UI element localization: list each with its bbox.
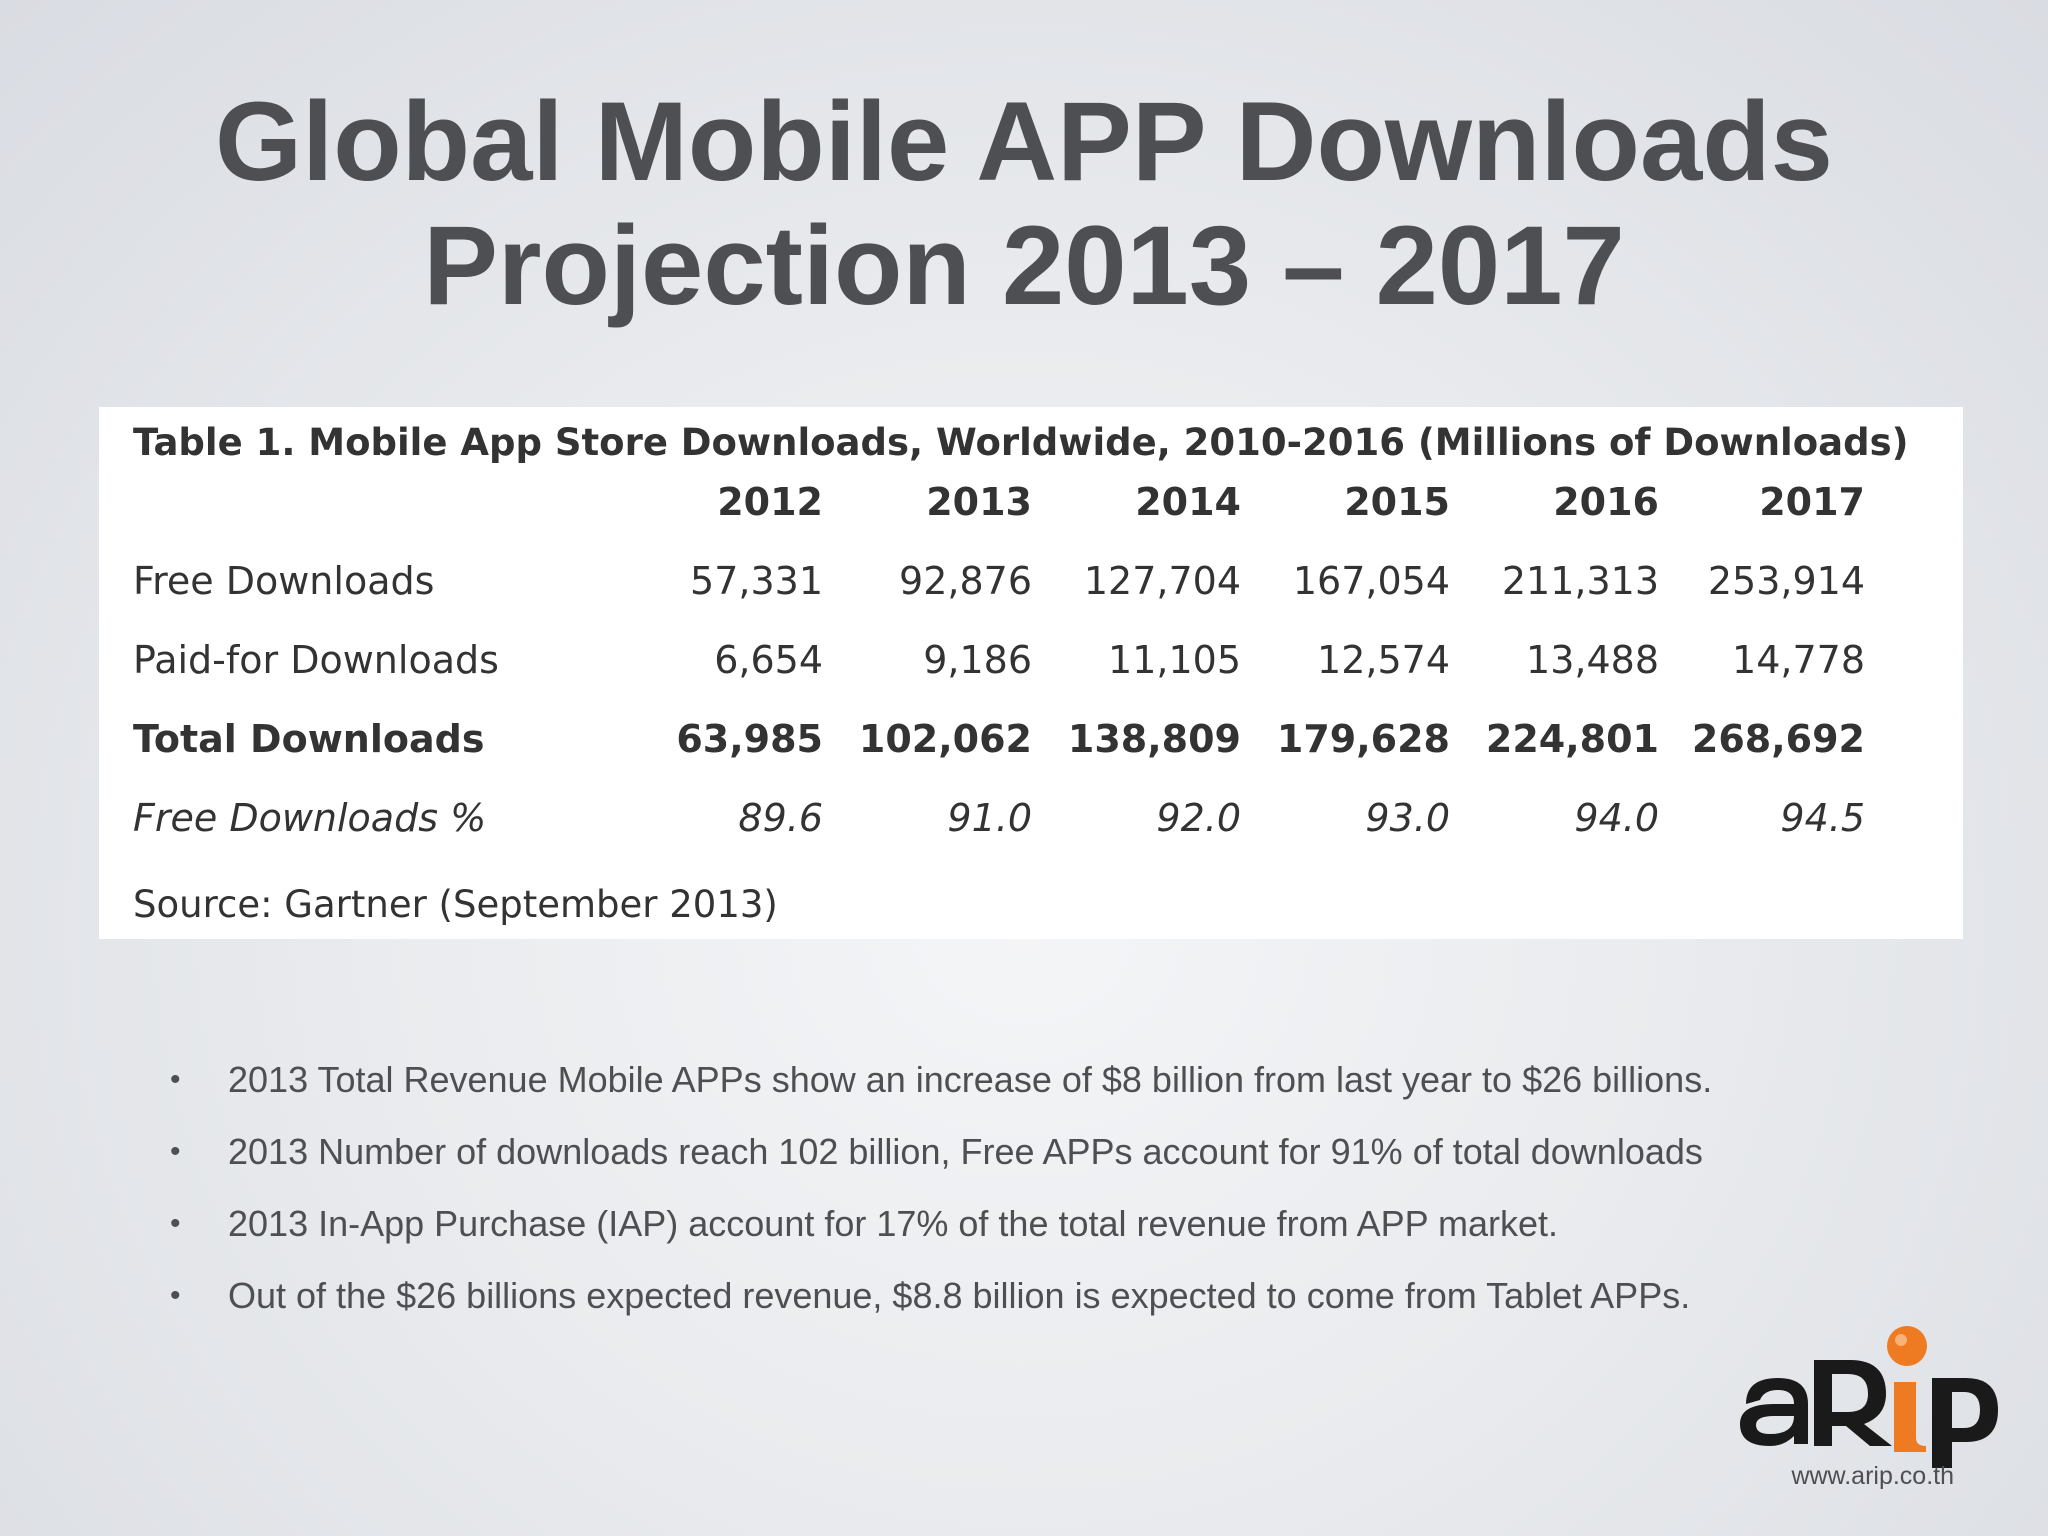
table-cell: 57,331 [690, 559, 823, 603]
slide-title-line-2: Projection 2013 – 2017 [423, 203, 1625, 328]
bullet-item: • Out of the $26 billions expected reven… [170, 1268, 1970, 1340]
table-cell: 9,186 [923, 638, 1032, 682]
table-cell: 167,054 [1292, 559, 1450, 603]
table-cell: 211,313 [1501, 559, 1659, 603]
row-label: Total Downloads [133, 717, 485, 761]
downloads-table: Table 1. Mobile App Store Downloads, Wor… [99, 407, 1963, 939]
row-label: Free Downloads % [133, 796, 487, 840]
table-cell: 92,876 [899, 559, 1032, 603]
arip-logo-graphic [1740, 1326, 1998, 1468]
table-cell: 224,801 [1485, 717, 1659, 761]
table-cell: 94.0 [1574, 796, 1659, 840]
table-cell: 127,704 [1083, 559, 1241, 603]
table-cell: 6,654 [714, 638, 823, 682]
bullet-list: • 2013 Total Revenue Mobile APPs show an… [170, 1052, 1970, 1340]
column-header: 2014 [1135, 480, 1241, 524]
table-source-note: Source: Gartner (September 2013) [133, 883, 778, 926]
slide-title-line-1: Global Mobile APP Downloads [215, 79, 1833, 204]
bullet-marker: • [170, 1063, 181, 1096]
column-header: 2017 [1759, 480, 1865, 524]
table-row: Free Downloads 57,331 92,876 127,704 167… [99, 546, 1963, 616]
table-cell: 138,809 [1067, 717, 1241, 761]
table-row-percent: Free Downloads % 89.6 91.0 92.0 93.0 94.… [99, 783, 1963, 853]
table-cell: 63,985 [676, 717, 823, 761]
table-cell: 102,062 [858, 717, 1032, 761]
bullet-item: • 2013 Total Revenue Mobile APPs show an… [170, 1052, 1970, 1124]
table-cell: 94.5 [1780, 796, 1865, 840]
table-cell: 89.6 [738, 796, 823, 840]
row-label: Paid-for Downloads [133, 638, 499, 682]
table-cell: 93.0 [1365, 796, 1450, 840]
table-cell: 268,692 [1691, 717, 1865, 761]
table-cell: 12,574 [1317, 638, 1450, 682]
table-cell: 253,914 [1707, 559, 1865, 603]
bullet-marker: • [170, 1207, 181, 1240]
row-label: Free Downloads [133, 559, 435, 603]
arip-logo [1726, 1312, 2004, 1472]
column-header: 2015 [1344, 480, 1450, 524]
bullet-text: 2013 In-App Purchase (IAP) account for 1… [228, 1203, 1559, 1244]
bullet-marker: • [170, 1135, 181, 1168]
bullet-marker: • [170, 1279, 181, 1312]
column-header: 2016 [1553, 480, 1659, 524]
table-header-row: 2012 2013 2014 2015 2016 2017 [99, 467, 1963, 537]
table-row-total: Total Downloads 63,985 102,062 138,809 1… [99, 704, 1963, 774]
bullet-text: 2013 Total Revenue Mobile APPs show an i… [228, 1059, 1713, 1100]
table-cell: 91.0 [947, 796, 1032, 840]
table-cell: 13,488 [1526, 638, 1659, 682]
bullet-item: • 2013 Number of downloads reach 102 bil… [170, 1124, 1970, 1196]
table-cell: 11,105 [1108, 638, 1241, 682]
table-row: Paid-for Downloads 6,654 9,186 11,105 12… [99, 625, 1963, 695]
bullet-item: • 2013 In-App Purchase (IAP) account for… [170, 1196, 1970, 1268]
column-header: 2013 [926, 480, 1032, 524]
bullet-text: Out of the $26 billions expected revenue… [228, 1275, 1691, 1316]
slide-title: Global Mobile APP Downloads Projection 2… [0, 80, 2048, 328]
table-cell: 14,778 [1732, 638, 1865, 682]
column-header: 2012 [717, 480, 823, 524]
bullet-text: 2013 Number of downloads reach 102 billi… [228, 1131, 1703, 1172]
table-cell: 179,628 [1276, 717, 1450, 761]
table-caption: Table 1. Mobile App Store Downloads, Wor… [133, 421, 1909, 464]
website-url: www.arip.co.th [1791, 1462, 1954, 1490]
table-cell: 92.0 [1156, 796, 1241, 840]
